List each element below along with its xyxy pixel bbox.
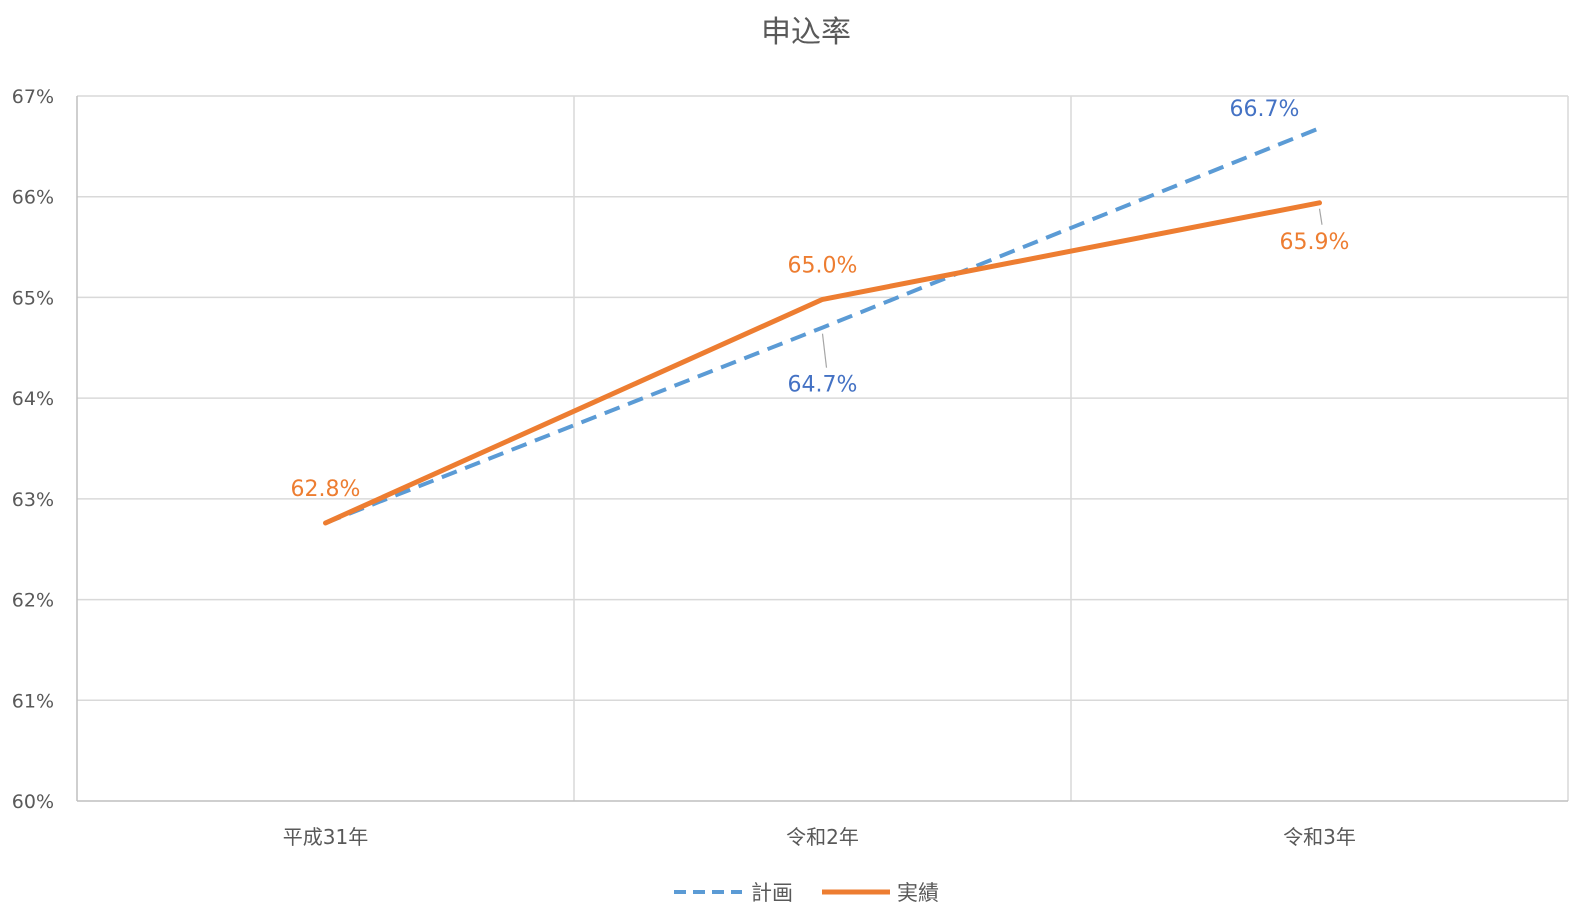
y-tick-label: 67% xyxy=(12,86,54,108)
chart-title: 申込率 xyxy=(761,15,851,50)
data-label-layer: 64.7% 66.7% 62.8% 65.0% 65.9% xyxy=(291,97,1350,502)
data-label: 65.9% xyxy=(1280,230,1350,255)
y-tick-label: 65% xyxy=(12,287,54,309)
data-label: 62.8% xyxy=(291,477,361,502)
legend-label-plan: 計画 xyxy=(751,881,793,905)
series-line-plan xyxy=(324,126,1321,525)
y-tick-label: 62% xyxy=(12,590,54,612)
series-line-actual xyxy=(323,200,1322,526)
y-tick-label: 64% xyxy=(12,388,54,410)
data-label: 65.0% xyxy=(788,253,858,278)
x-tick-label: 令和3年 xyxy=(1283,825,1356,849)
y-tick-label: 63% xyxy=(12,489,54,511)
series-layer xyxy=(323,126,1322,526)
axis-layer: 60% 61% 62% 63% 64% 65% 66% 67% 平成31年 令和2年 令和3年 xyxy=(12,86,1568,849)
data-label-leader-line xyxy=(1318,208,1323,225)
x-tick-label: 平成31年 xyxy=(283,825,368,849)
y-tick-label: 60% xyxy=(12,791,54,813)
x-tick-label: 令和2年 xyxy=(786,825,859,849)
data-label: 64.7% xyxy=(788,373,858,398)
y-tick-label: 61% xyxy=(12,690,54,712)
legend-label-actual: 実績 xyxy=(897,881,939,905)
data-label-leader-line xyxy=(821,333,828,368)
grid-layer xyxy=(77,95,1569,801)
legend: 計画 実績 xyxy=(674,881,939,905)
data-label: 66.7% xyxy=(1230,97,1300,122)
y-tick-label: 66% xyxy=(12,187,54,209)
